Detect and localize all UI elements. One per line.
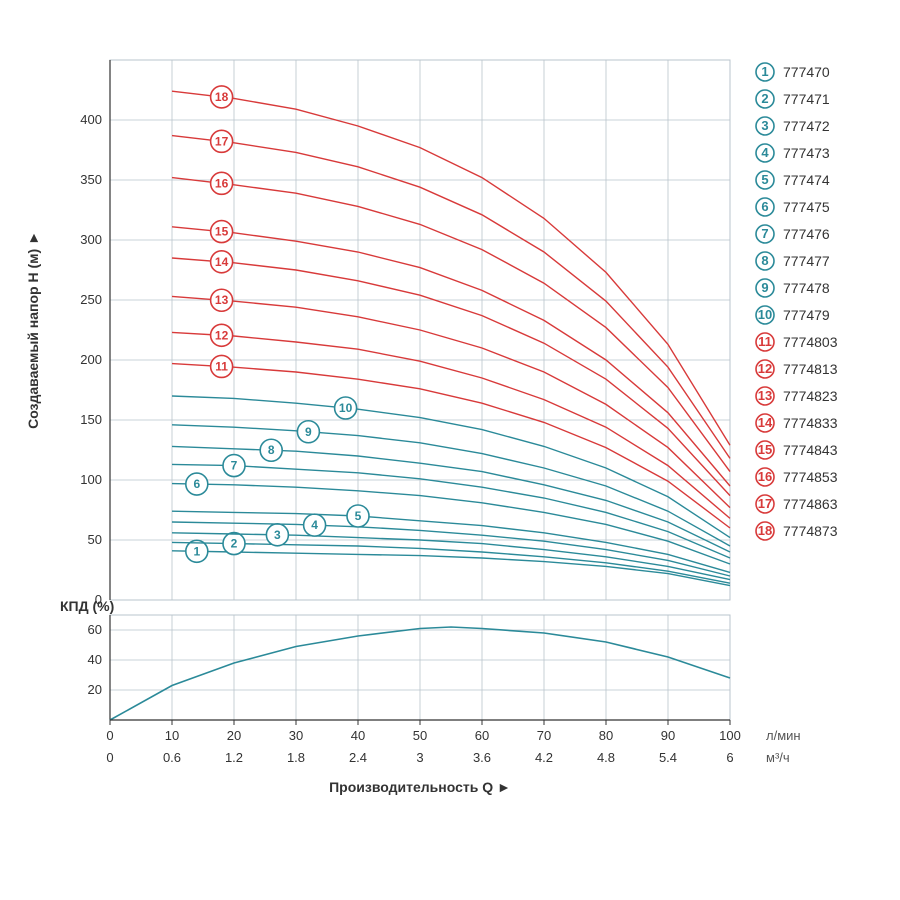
curve-marker-num-8: 8 (268, 443, 275, 457)
legend-label-1: 777470 (783, 64, 830, 80)
curve-marker-num-2: 2 (231, 537, 238, 551)
xtick-m3h: 3.6 (473, 750, 491, 765)
legend-num-14: 14 (758, 415, 773, 430)
legend-num-3: 3 (761, 118, 768, 133)
xtick-m3h: 5.4 (659, 750, 677, 765)
xtick-lmin: 50 (413, 728, 427, 743)
curve-marker-num-1: 1 (193, 544, 200, 558)
kpd-ytick: 60 (88, 622, 102, 637)
xtick-lmin: 20 (227, 728, 241, 743)
xtick-m3h: 6 (726, 750, 733, 765)
curve-marker-num-15: 15 (215, 225, 229, 239)
curve-14 (172, 258, 730, 496)
xtick-m3h: 4.2 (535, 750, 553, 765)
legend-num-13: 13 (758, 388, 772, 403)
legend-label-16: 7774853 (783, 469, 838, 485)
legend-label-2: 777471 (783, 91, 830, 107)
ytick-label: 200 (80, 352, 102, 367)
legend-num-2: 2 (761, 91, 768, 106)
xtick-lmin: 0 (106, 728, 113, 743)
curve-13 (172, 296, 730, 507)
ytick-label: 300 (80, 232, 102, 247)
kpd-ytick: 40 (88, 652, 102, 667)
curve-marker-num-16: 16 (215, 176, 229, 190)
xtick-lmin: 60 (475, 728, 489, 743)
curve-18 (172, 91, 730, 445)
xtick-lmin: 90 (661, 728, 675, 743)
curve-marker-num-9: 9 (305, 425, 312, 439)
xtick-m3h: 0 (106, 750, 113, 765)
legend-label-8: 777477 (783, 253, 830, 269)
xtick-lmin: 10 (165, 728, 179, 743)
legend-label-10: 777479 (783, 307, 830, 323)
pump-performance-chart: 050100150200250300350400Создаваемый напо… (0, 0, 900, 900)
legend-num-7: 7 (761, 226, 768, 241)
x-axis-label: Производительность Q ► (329, 779, 511, 795)
ytick-label: 250 (80, 292, 102, 307)
ytick-label: 50 (88, 532, 102, 547)
legend-num-11: 11 (758, 334, 772, 349)
curve-marker-num-4: 4 (311, 518, 318, 532)
xtick-lmin: 30 (289, 728, 303, 743)
legend-num-16: 16 (758, 469, 772, 484)
legend-num-5: 5 (761, 172, 768, 187)
legend-num-6: 6 (761, 199, 768, 214)
curve-11 (172, 364, 730, 528)
curve-marker-num-17: 17 (215, 134, 229, 148)
legend-num-18: 18 (758, 523, 772, 538)
curve-marker-num-5: 5 (355, 509, 362, 523)
unit-m3h: м³/ч (766, 750, 790, 765)
xtick-m3h: 0.6 (163, 750, 181, 765)
legend-num-10: 10 (758, 307, 772, 322)
curve-marker-num-7: 7 (231, 459, 238, 473)
legend-num-8: 8 (761, 253, 768, 268)
legend-label-14: 7774833 (783, 415, 838, 431)
curve-marker-num-3: 3 (274, 528, 281, 542)
legend-num-4: 4 (761, 145, 769, 160)
legend-label-6: 777475 (783, 199, 830, 215)
xtick-lmin: 100 (719, 728, 741, 743)
legend-label-4: 777473 (783, 145, 830, 161)
legend-label-5: 777474 (783, 172, 830, 188)
curve-marker-num-11: 11 (215, 359, 228, 373)
curve-marker-num-10: 10 (339, 401, 353, 415)
ytick-label: 150 (80, 412, 102, 427)
ytick-label: 100 (80, 472, 102, 487)
curve-16 (172, 178, 730, 472)
xtick-m3h: 1.2 (225, 750, 243, 765)
legend-label-7: 777476 (783, 226, 830, 242)
kpd-label: КПД (%) (60, 598, 114, 614)
kpd-ytick: 20 (88, 682, 102, 697)
curve-17 (172, 136, 730, 459)
legend-label-17: 7774863 (783, 496, 838, 512)
curve-marker-num-14: 14 (215, 255, 229, 269)
ytick-label: 400 (80, 112, 102, 127)
legend-num-17: 17 (758, 496, 772, 511)
legend-label-12: 7774813 (783, 361, 838, 377)
xtick-m3h: 4.8 (597, 750, 615, 765)
legend-label-9: 777478 (783, 280, 830, 296)
curve-marker-num-6: 6 (193, 477, 200, 491)
xtick-lmin: 40 (351, 728, 365, 743)
legend-num-9: 9 (761, 280, 768, 295)
legend-label-3: 777472 (783, 118, 830, 134)
xtick-m3h: 1.8 (287, 750, 305, 765)
y-axis-label: Создаваемый напор H (м) ► (25, 231, 41, 429)
legend-label-11: 7774803 (783, 334, 838, 350)
curve-marker-num-13: 13 (215, 293, 229, 307)
curve-marker-num-18: 18 (215, 90, 229, 104)
legend-num-12: 12 (758, 361, 772, 376)
legend-num-15: 15 (758, 442, 772, 457)
legend-label-18: 7774873 (783, 523, 838, 539)
ytick-label: 350 (80, 172, 102, 187)
xtick-lmin: 80 (599, 728, 613, 743)
legend-label-15: 7774843 (783, 442, 838, 458)
legend-label-13: 7774823 (783, 388, 838, 404)
unit-lmin: л/мин (766, 728, 801, 743)
xtick-lmin: 70 (537, 728, 551, 743)
legend-num-1: 1 (761, 64, 768, 79)
xtick-m3h: 2.4 (349, 750, 367, 765)
curve-marker-num-12: 12 (215, 328, 229, 342)
xtick-m3h: 3 (416, 750, 423, 765)
